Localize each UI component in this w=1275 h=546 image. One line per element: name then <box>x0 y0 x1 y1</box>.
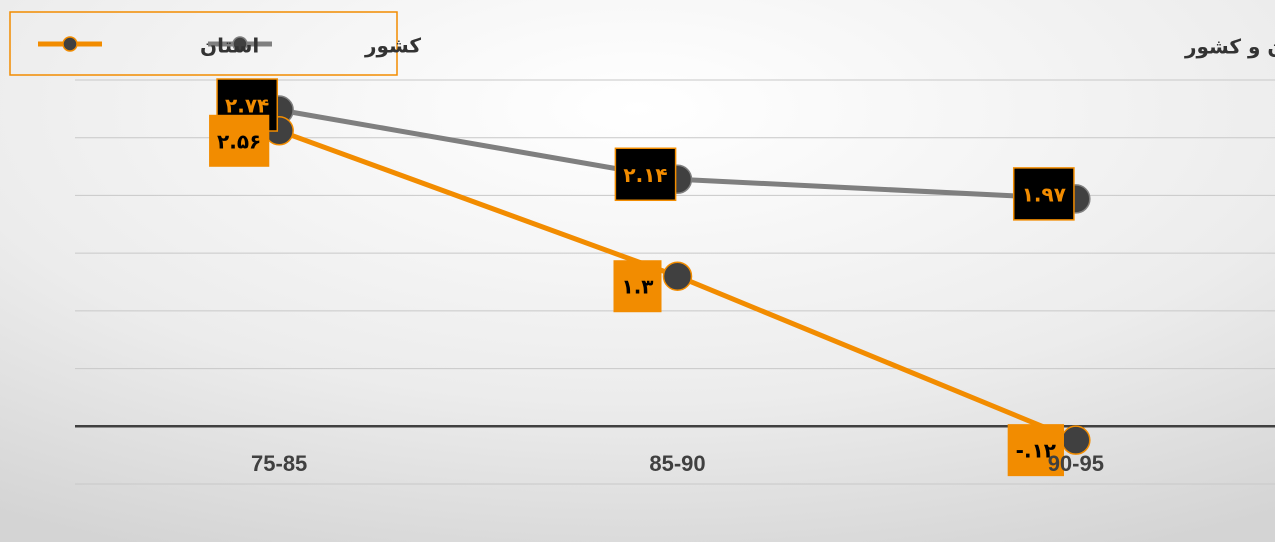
legend-box <box>9 11 398 76</box>
x-tick-label: 75-85 <box>251 451 307 476</box>
legend-marker <box>232 36 248 52</box>
data-label: ۲.۷۴ <box>225 94 269 118</box>
data-label: ۲.۱۴ <box>623 163 667 187</box>
data-label-box <box>614 147 677 202</box>
data-label-box <box>209 114 270 167</box>
marker <box>662 261 693 291</box>
legend-label: کشور <box>364 34 421 58</box>
x-tick-label: 85-90 <box>649 451 705 476</box>
legend: کشور استان <box>38 34 421 58</box>
data-label: ۲.۵۶ <box>217 129 261 153</box>
data-labels: ۲.۷۴ ۲.۱۴ ۱.۹۷ ۲.۵۶ ۱.۳ -.۱۲ <box>209 78 1075 477</box>
data-label-box <box>613 260 662 313</box>
data-label-box <box>1007 424 1064 477</box>
data-label: -.۱۲ <box>1016 439 1056 463</box>
legend-marker <box>62 36 78 52</box>
x-tick-label: 90-95 <box>1048 451 1104 476</box>
data-label: ۱.۹۷ <box>1022 182 1066 206</box>
data-label: ۱.۳ <box>621 275 653 299</box>
chart-title: نرخ رشد جمعیت روستایی استان و کشور <box>1184 35 1275 59</box>
legend-label: استان <box>200 34 259 58</box>
data-label-box <box>1012 167 1075 221</box>
